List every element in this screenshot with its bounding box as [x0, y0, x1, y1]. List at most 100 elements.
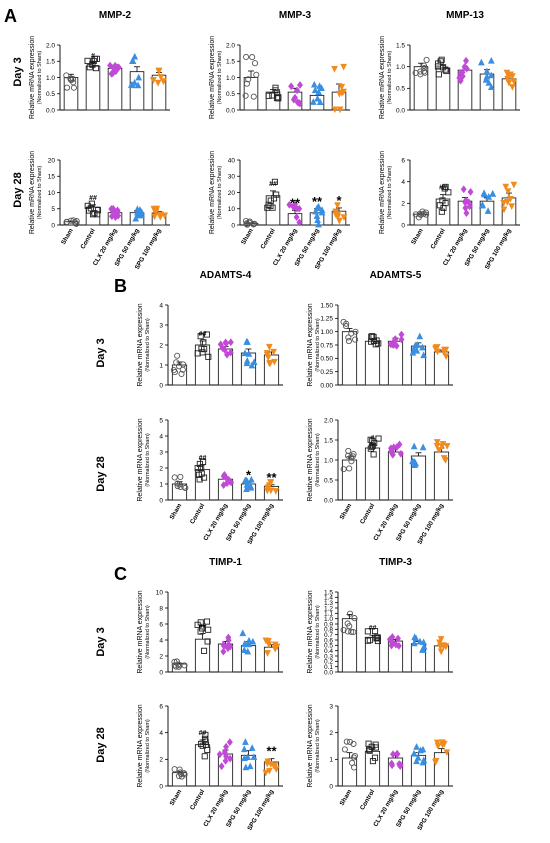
data-point: [227, 739, 232, 746]
y-tick-label: 10: [48, 190, 56, 197]
y-tick-label: 5: [51, 206, 55, 213]
data-point: [172, 767, 177, 772]
chart-6: ADAMTS-4Relative mRNA expression (Normali…: [137, 270, 283, 389]
y-axis-label: Relative mRNA expression: [137, 303, 144, 386]
y-tick-label: 6: [401, 157, 405, 164]
y-tick-label: 0: [231, 222, 235, 229]
data-point: [468, 188, 473, 195]
y-tick-label: 0.0: [46, 107, 55, 114]
bar: [365, 341, 379, 385]
data-point: [347, 611, 352, 616]
y-axis-sublabel: (Normalized to Sham): [217, 51, 223, 105]
charts-layer: MMP-2Relative mRNA expression (Normalized…: [29, 10, 520, 832]
data-point: [463, 57, 468, 64]
y-tick-label: 2: [329, 730, 333, 737]
data-point: [420, 444, 426, 450]
y-tick-label: 40: [228, 157, 236, 164]
bar: [195, 470, 209, 500]
x-tick-label: Sham: [169, 788, 184, 807]
y-axis-sublabel: (Normalized to Sham): [145, 433, 151, 487]
y-axis-sublabel: (Normalized to Sham): [217, 166, 223, 220]
x-tick-label: SPG 100 mg/kg: [246, 502, 275, 545]
significance-mark: #: [371, 435, 375, 442]
x-tick-label: CLX 20 mg/kg: [372, 502, 399, 542]
row-label-a-day3: Day 3: [12, 57, 24, 86]
data-point: [424, 57, 429, 62]
data-point: [243, 739, 249, 745]
significance-mark: ##: [369, 625, 377, 632]
x-tick-label: SPG 50 mg/kg: [395, 788, 422, 828]
x-tick-label: Control: [429, 227, 446, 250]
data-point: [461, 186, 466, 193]
data-point: [297, 82, 302, 89]
data-point: [366, 741, 371, 746]
x-tick-label: Sham: [169, 502, 184, 521]
data-point: [481, 190, 487, 196]
bar: [436, 68, 450, 110]
bar: [195, 745, 209, 786]
y-tick-label: 0.25: [320, 369, 333, 376]
significance-mark: **: [290, 195, 301, 210]
y-tick-label: 0.50: [320, 356, 333, 363]
y-axis-sublabel: (Normalized to Sham): [37, 51, 43, 105]
x-tick-label: SPG 100 mg/kg: [246, 788, 275, 831]
y-axis-sublabel: (Normalized to Sham): [387, 166, 393, 220]
row-label-c-day28: Day 28: [95, 727, 107, 762]
data-point: [411, 443, 417, 449]
chart-title: TIMP-1: [209, 557, 242, 568]
x-tick-label: Control: [79, 227, 96, 250]
data-point: [488, 58, 494, 64]
y-axis-sublabel: (Normalized to Sham): [145, 605, 151, 659]
y-tick-label: 3: [159, 449, 163, 456]
y-tick-label: 3: [159, 322, 163, 329]
y-tick-label: 1.25: [320, 316, 333, 323]
y-tick-label: 2.0: [324, 417, 333, 424]
y-tick-label: 1.0: [46, 75, 55, 82]
bar: [365, 448, 379, 500]
data-point: [201, 340, 206, 345]
data-point: [414, 744, 420, 750]
y-tick-label: 0.0: [226, 107, 235, 114]
x-tick-label: CLX 20 mg/kg: [202, 502, 229, 542]
chart-5: Relative mRNA expression (Normalized to S…: [379, 151, 520, 271]
y-tick-label: 0.0: [324, 497, 333, 504]
y-tick-label: 2.0: [46, 42, 55, 49]
data-point: [241, 746, 247, 752]
significance-mark: ##: [199, 624, 207, 631]
y-tick-label: 4: [159, 730, 163, 737]
chart-title: MMP-3: [279, 10, 312, 21]
y-tick-label: 0.75: [320, 342, 333, 349]
y-tick-label: 15: [48, 174, 56, 181]
data-point: [252, 61, 257, 66]
y-axis-label: Relative mRNA expression: [379, 151, 386, 234]
significance-mark: ##: [199, 730, 207, 737]
x-tick-label: SPG 50 mg/kg: [225, 788, 252, 828]
y-axis-sublabel: (Normalized to Sham): [315, 433, 321, 487]
y-axis-label: Relative mRNA expression: [209, 36, 216, 119]
row-label-b-day28: Day 28: [95, 456, 107, 491]
y-tick-label: 0: [401, 222, 405, 229]
significance-mark: **: [266, 744, 277, 759]
y-axis-sublabel: (Normalized to Sham): [145, 719, 151, 773]
x-tick-label: SPG 100 mg/kg: [416, 788, 445, 831]
y-tick-label: 1: [159, 362, 163, 369]
x-tick-label: SPG 100 mg/kg: [416, 502, 445, 545]
y-tick-label: 0: [159, 497, 163, 504]
x-tick-label: Sham: [339, 788, 354, 807]
chart-title: ADAMTS-5: [370, 270, 422, 281]
y-tick-label: 3: [329, 703, 333, 710]
significance-mark: ##: [199, 455, 207, 462]
y-tick-label: 6: [159, 703, 163, 710]
y-axis-sublabel: (Normalized to Sham): [315, 605, 321, 659]
y-tick-label: 1: [159, 481, 163, 488]
y-tick-label: 2: [159, 757, 163, 764]
data-point: [332, 66, 338, 72]
y-tick-label: 4: [159, 302, 163, 309]
y-axis-sublabel: (Normalized to Sham): [315, 719, 321, 773]
x-tick-label: CLX 20 mg/kg: [202, 788, 229, 828]
y-tick-label: 1.5: [324, 437, 333, 444]
x-tick-label: Control: [189, 788, 206, 811]
y-tick-label: 20: [48, 157, 56, 164]
y-tick-label: 0.5: [396, 86, 405, 93]
